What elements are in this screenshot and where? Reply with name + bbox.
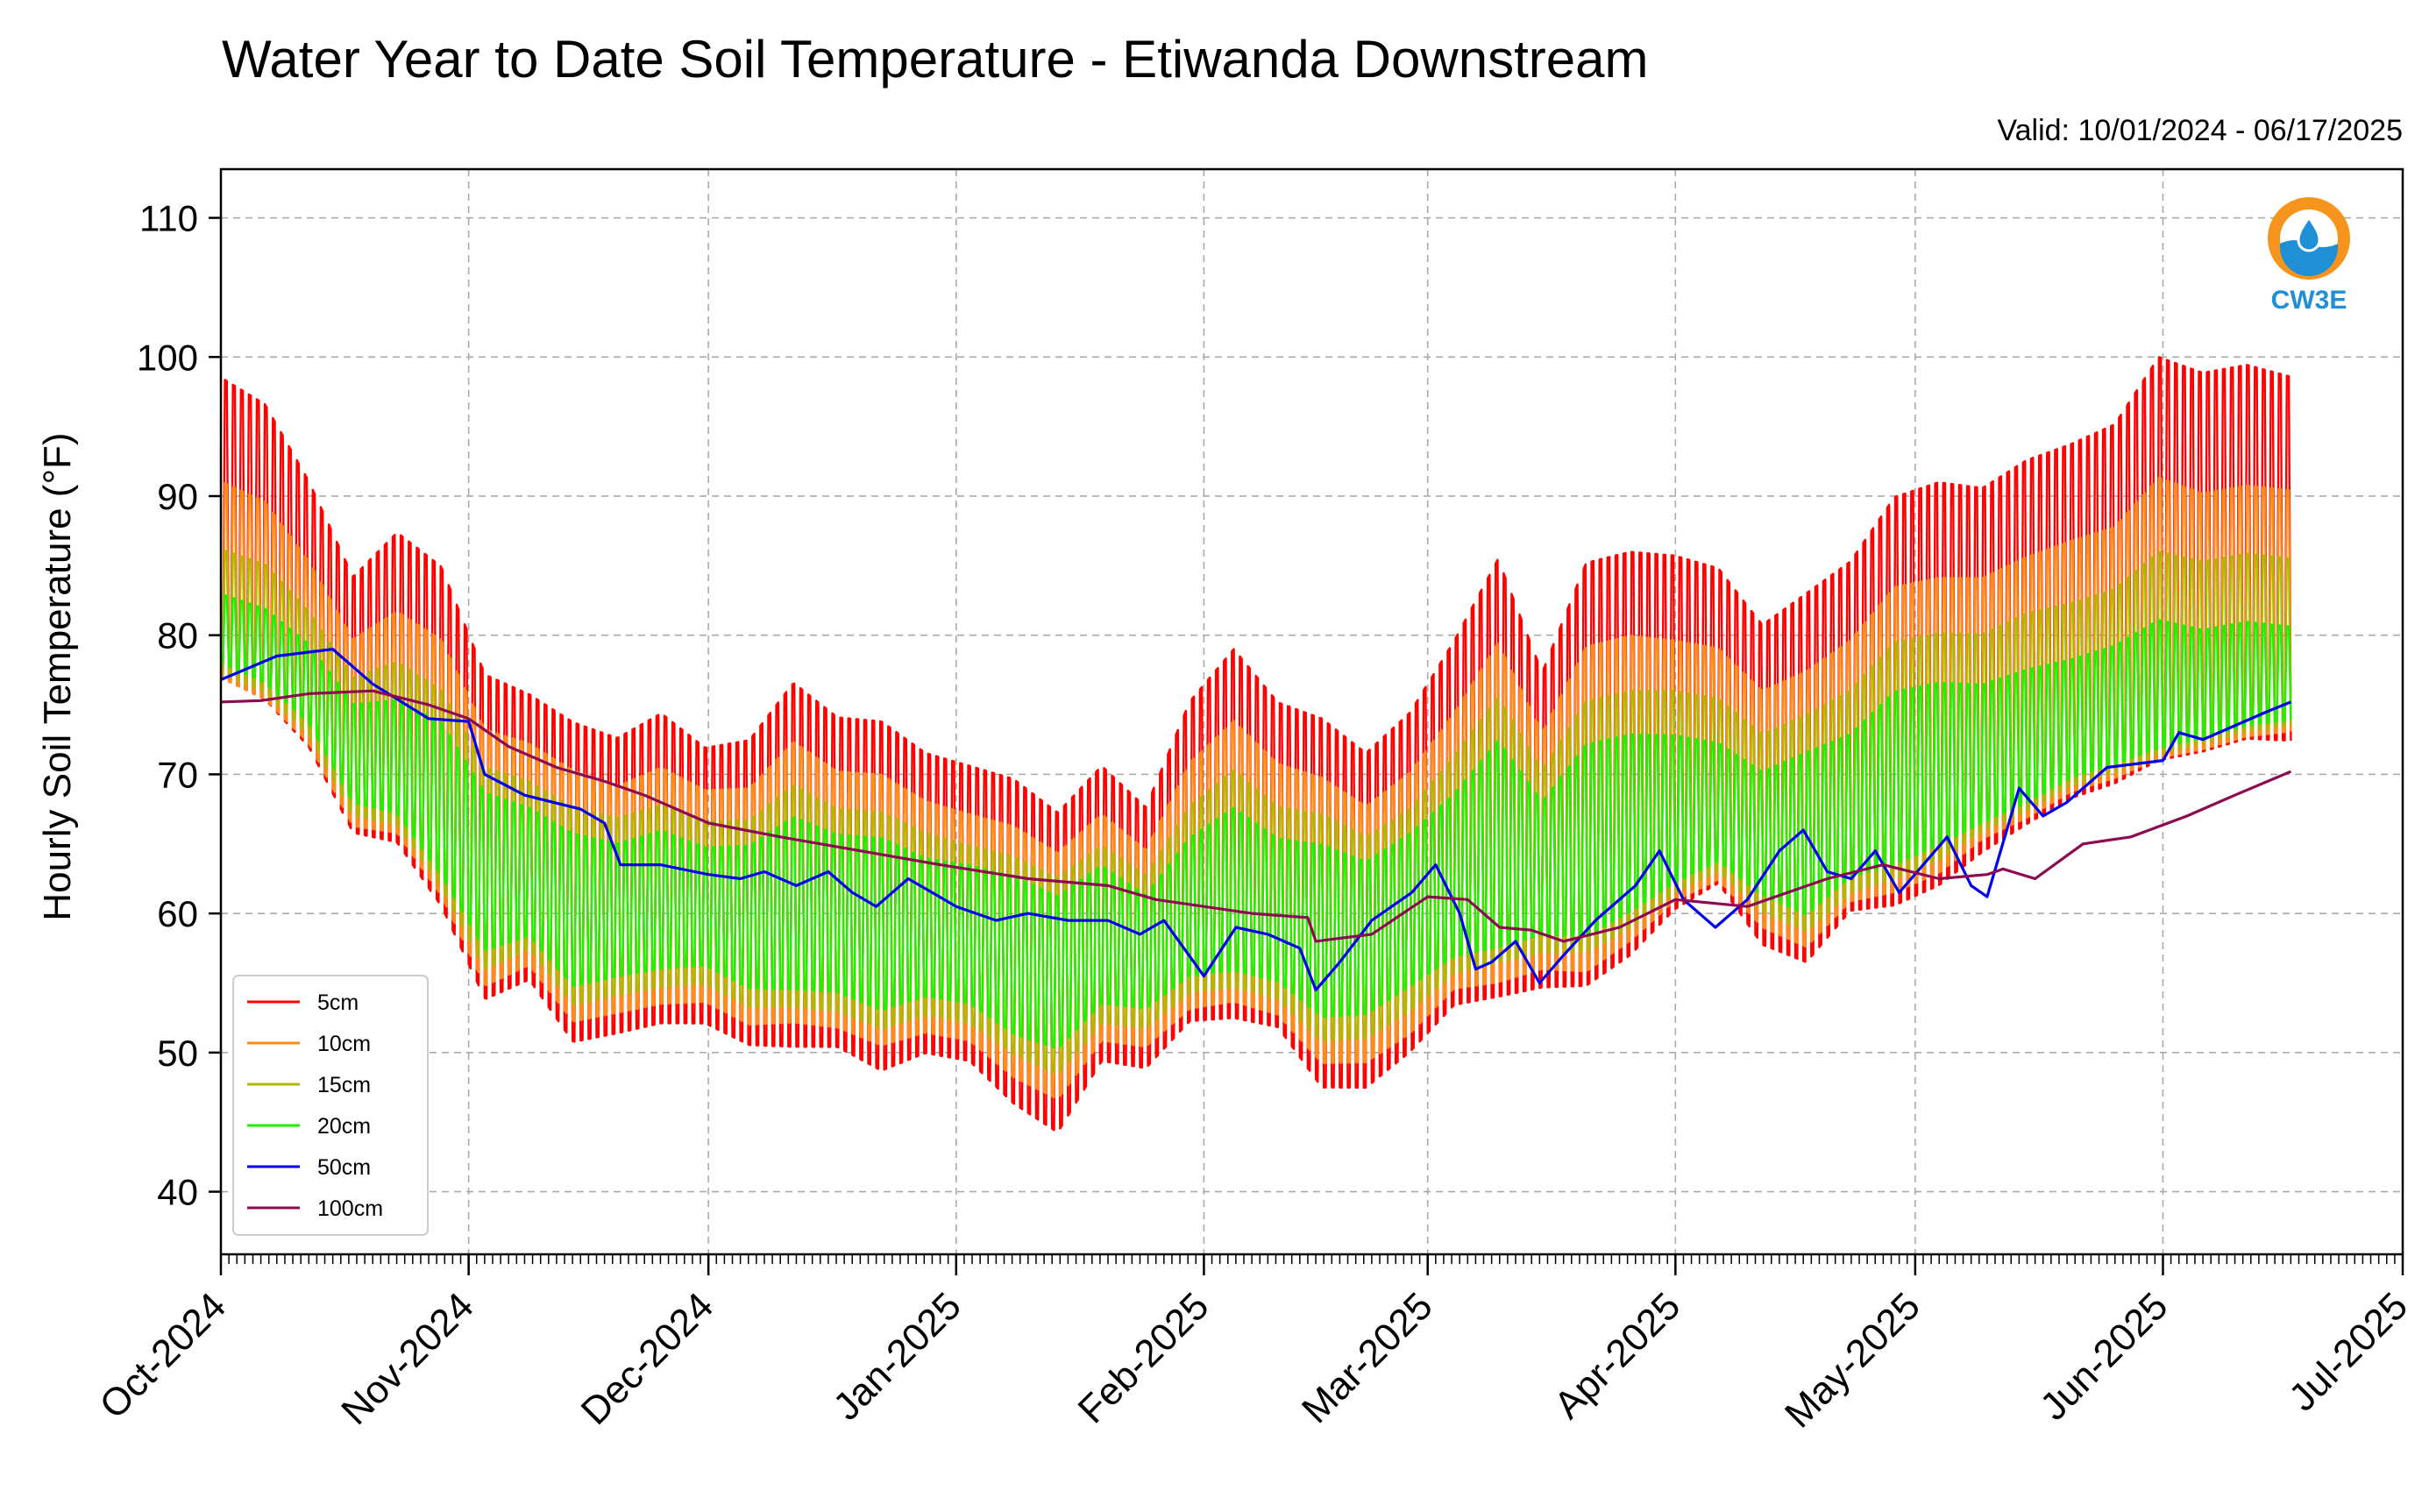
x-tick-label: Jan-2025: [825, 1284, 969, 1428]
y-tick-label: 80: [157, 615, 198, 657]
legend-label-100cm: 100cm: [317, 1196, 383, 1221]
legend-label-15cm: 15cm: [317, 1073, 371, 1097]
x-tick-label: Nov-2024: [333, 1284, 482, 1433]
legend-entries: 5cm 10cm 15cm 20cm 50cm 100cm: [247, 990, 383, 1221]
legend-box: [232, 975, 429, 1236]
logo-wave: [2280, 240, 2338, 276]
x-tick-label: Jun-2025: [2032, 1284, 2176, 1428]
x-tick-label: May-2025: [1777, 1284, 1928, 1436]
water-drop-icon: [2297, 215, 2321, 252]
legend-label-20cm: 20cm: [317, 1114, 371, 1139]
series-line-20cm: [220, 593, 2292, 1049]
series-layer: [220, 356, 2292, 1132]
x-tick-label: Dec-2024: [573, 1284, 722, 1433]
y-tick-label: 70: [157, 754, 198, 795]
y-tick-label: 60: [157, 893, 198, 934]
y-tick-label: 40: [157, 1172, 198, 1213]
legend: 5cm 10cm 15cm 20cm 50cm 100cm: [232, 975, 429, 1236]
y-tick-label: 90: [157, 476, 198, 517]
logo-text: CW3E: [2271, 286, 2347, 315]
y-tick-labels: 40 50 60 70 80 90 100 110: [137, 198, 198, 1213]
x-tick-labels: Oct-2024 Nov-2024 Dec-2024 Jan-2025 Feb-2025…: [91, 1284, 2416, 1436]
legend-label-50cm: 50cm: [317, 1155, 371, 1180]
y-tick-label: 100: [137, 337, 198, 378]
x-tick-label: Feb-2025: [1070, 1284, 1218, 1431]
y-tick-label: 50: [157, 1033, 198, 1074]
legend-label-5cm: 5cm: [317, 990, 359, 1015]
y-axis-label: Hourly Soil Temperature (°F): [36, 432, 79, 920]
cw3e-logo: CW3E: [2268, 197, 2350, 315]
plot-frame: [219, 167, 2404, 1256]
axis-ticks: [209, 217, 2404, 1275]
x-tick-label: Mar-2025: [1294, 1284, 1441, 1431]
chart-title: Water Year to Date Soil Temperature - Et…: [222, 30, 1648, 89]
legend-label-10cm: 10cm: [317, 1032, 371, 1056]
valid-range: Valid: 10/01/2024 - 06/17/2025: [1997, 114, 2403, 147]
y-tick-label: 110: [139, 198, 198, 239]
x-tick-label: Oct-2024: [91, 1284, 234, 1427]
series-line-50cm: [220, 648, 2292, 991]
x-tick-label: Apr-2025: [1546, 1284, 1689, 1427]
series-line-100cm: [220, 689, 2292, 943]
x-tick-label: Jul-2025: [2281, 1284, 2416, 1419]
